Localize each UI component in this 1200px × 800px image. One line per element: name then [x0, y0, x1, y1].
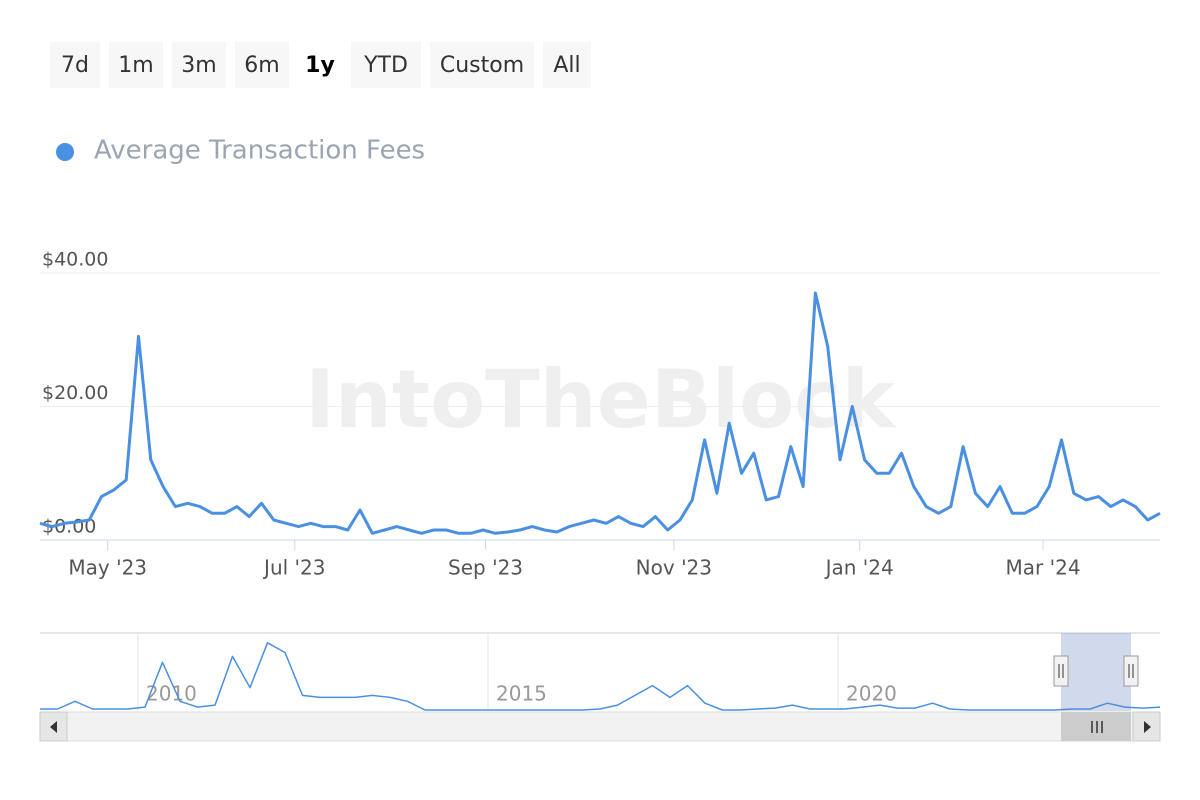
range-button-label[interactable]: Custom	[440, 53, 524, 78]
x-tick-label: 2010	[146, 682, 197, 706]
watermark: IntoTheBlock	[305, 353, 896, 446]
x-tick-label: Jan '24	[824, 556, 894, 580]
legend-label[interactable]: Average Transaction Fees	[94, 136, 425, 166]
handle-grip	[1128, 664, 1134, 678]
scrollbar-thumb[interactable]	[1061, 712, 1131, 741]
x-tick-label: 2020	[846, 682, 897, 706]
y-tick-label: $20.00	[42, 382, 108, 404]
range-button-label[interactable]: 6m	[244, 53, 279, 78]
range-button[interactable]	[351, 42, 421, 88]
x-tick-label: Mar '24	[1006, 556, 1081, 580]
thumb-grip	[1091, 721, 1103, 733]
range-button-label[interactable]: 7d	[61, 53, 89, 78]
x-tick-label: Jul '23	[262, 556, 325, 580]
range-button[interactable]	[50, 42, 100, 88]
navigator-line	[40, 642, 1161, 711]
range-button-label[interactable]: 1m	[118, 53, 153, 78]
navigator-window[interactable]	[1061, 633, 1131, 711]
range-button[interactable]	[430, 42, 534, 88]
range-button-label[interactable]: 1y	[305, 53, 335, 78]
y-tick-label: $40.00	[42, 249, 108, 271]
range-button[interactable]	[235, 42, 289, 88]
handle-grip	[1058, 664, 1064, 678]
x-tick-label: Sep '23	[448, 556, 523, 580]
navigator-handle[interactable]	[1123, 655, 1139, 687]
x-tick-label: Nov '23	[636, 556, 712, 580]
range-button[interactable]	[109, 42, 163, 88]
navigator-handle[interactable]	[1053, 655, 1069, 687]
range-button[interactable]	[543, 42, 591, 88]
scrollbar-track[interactable]	[39, 711, 1161, 742]
range-button-label[interactable]: All	[553, 53, 580, 78]
legend-marker[interactable]	[56, 143, 74, 161]
x-tick-label: May '23	[68, 556, 147, 580]
range-button[interactable]	[298, 42, 342, 88]
range-button-label[interactable]: YTD	[363, 53, 408, 78]
range-button-label[interactable]: 3m	[181, 53, 216, 78]
arrow-right	[1144, 721, 1151, 733]
x-tick-label: 2015	[496, 682, 547, 706]
arrow-left	[50, 721, 57, 733]
range-button[interactable]	[172, 42, 226, 88]
series-line	[39, 291, 1161, 535]
